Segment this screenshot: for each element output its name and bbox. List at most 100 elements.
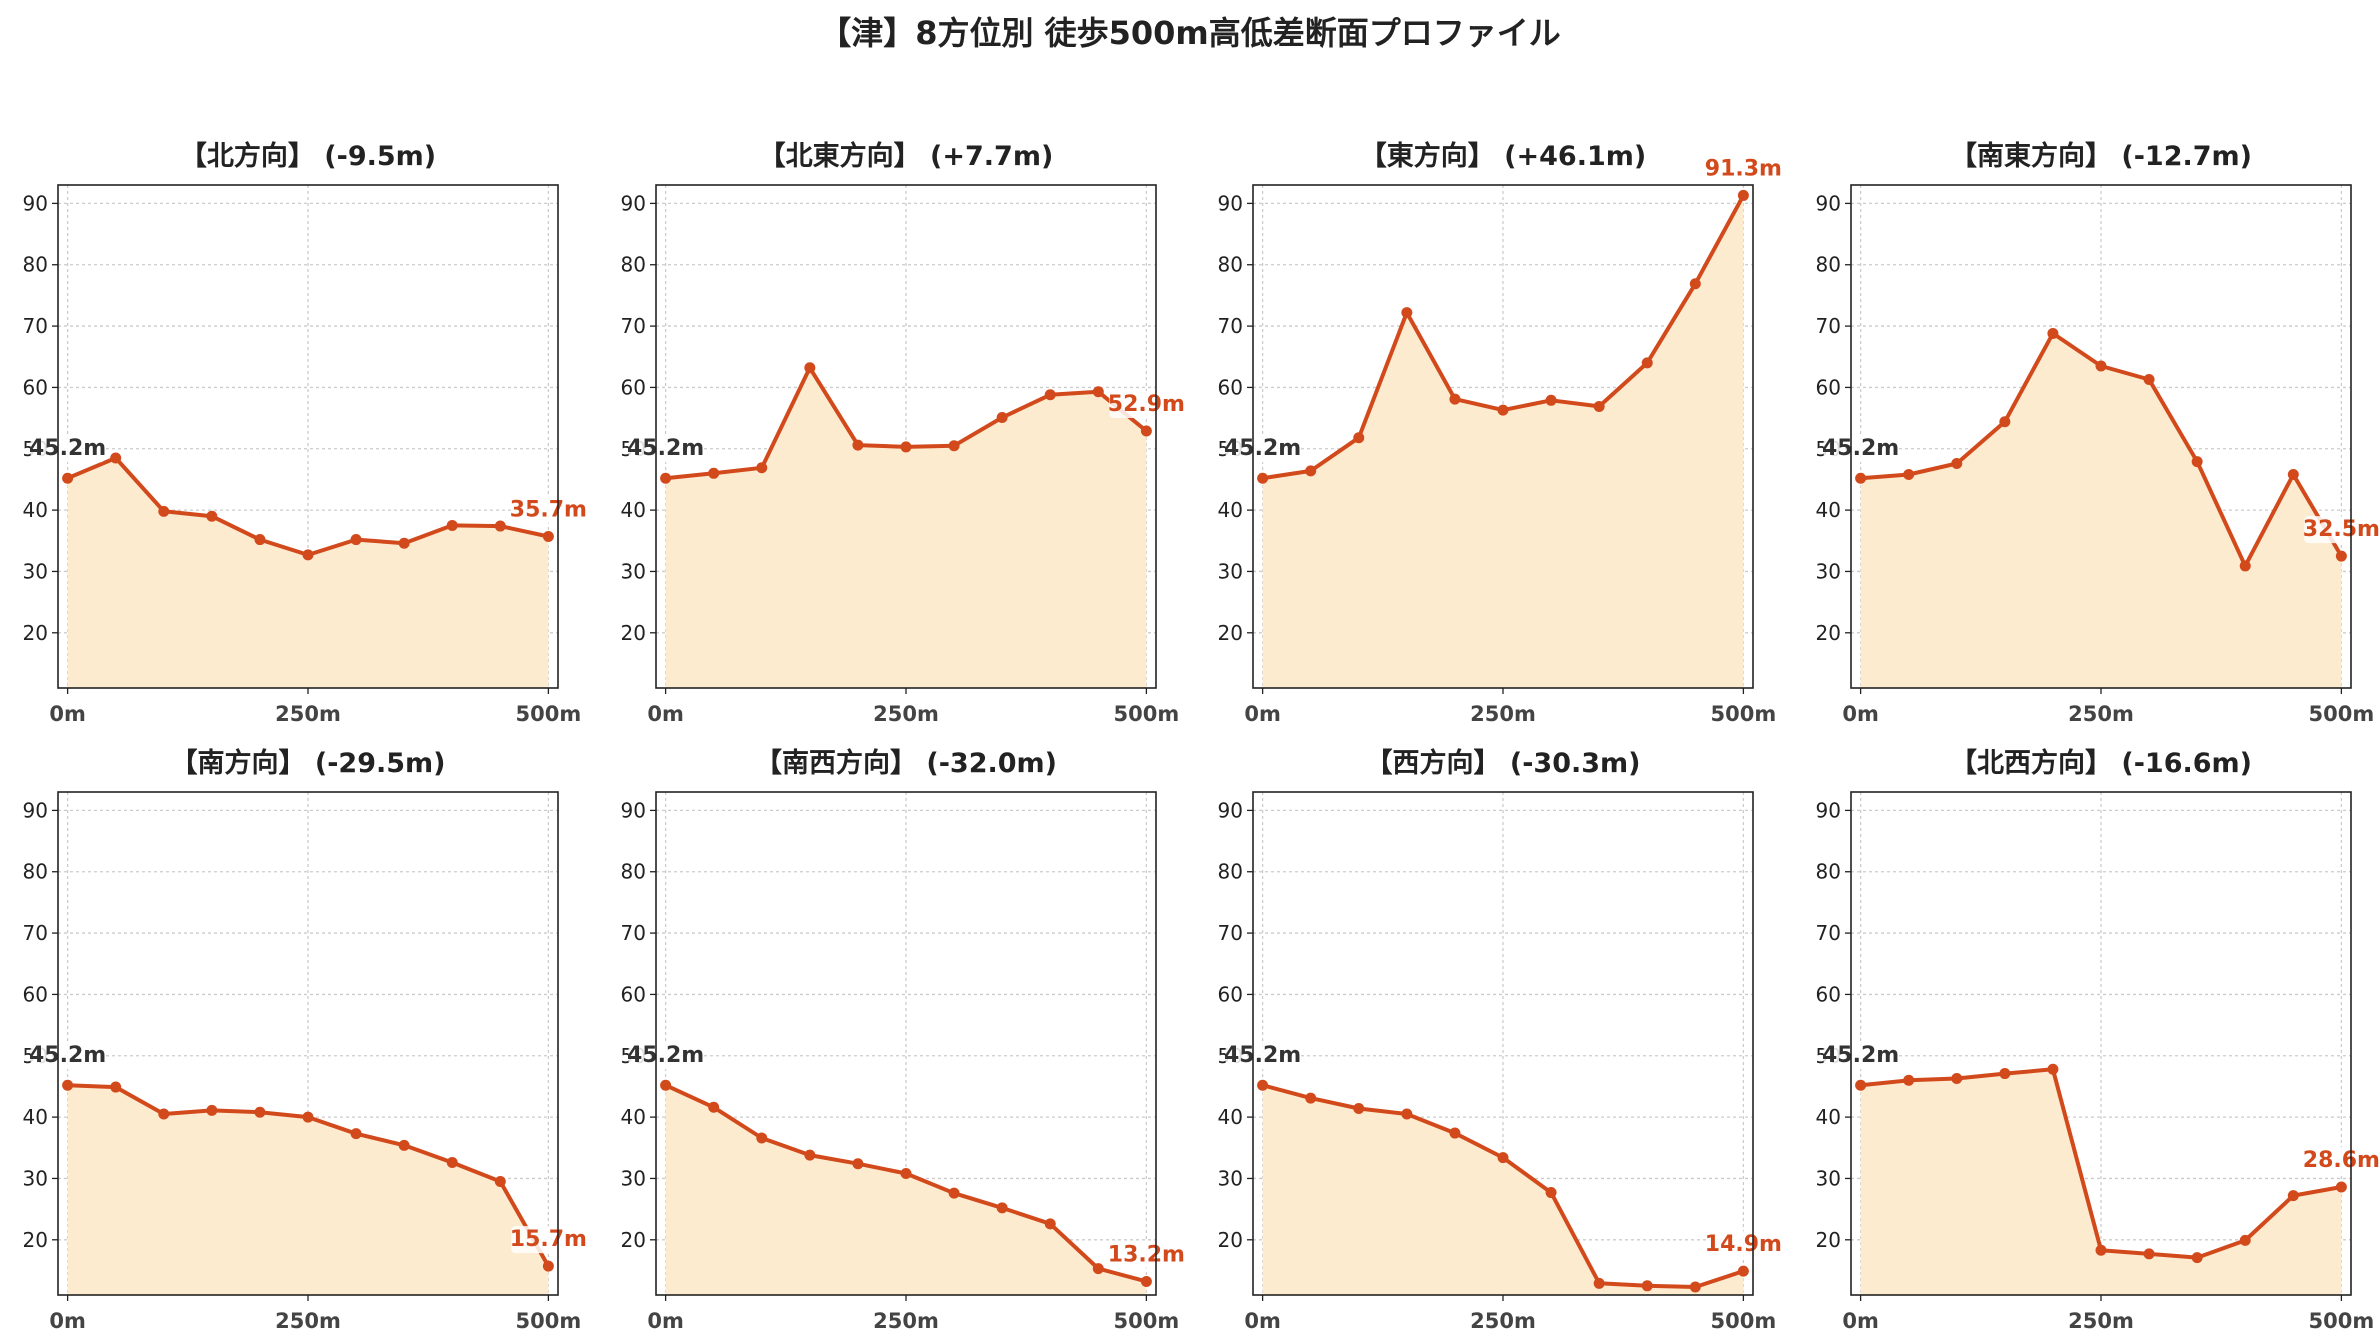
y-tick-label: 20 <box>1218 621 1243 645</box>
y-tick-label: 90 <box>1218 798 1243 822</box>
y-tick-label: 40 <box>1816 498 1841 522</box>
y-tick-label: 70 <box>1218 314 1243 338</box>
start-label: 45.2m <box>1224 436 1301 461</box>
axes-frame <box>1850 791 2352 1296</box>
axes-frame <box>57 184 559 689</box>
data-point <box>62 472 74 484</box>
x-tick-label: 500m <box>516 702 582 726</box>
y-tick-label: 30 <box>621 559 646 583</box>
data-point <box>1140 425 1152 437</box>
data-point <box>804 362 816 374</box>
data-point <box>708 467 720 479</box>
area-fill <box>1860 333 2342 688</box>
panel-6: 【西方向】 (-30.3m)20304050607080900m250m500m… <box>1218 747 1782 1333</box>
x-tick-label: 250m <box>2068 1309 2134 1333</box>
x-tick-label: 0m <box>647 1309 684 1333</box>
end-label-box <box>511 1226 586 1254</box>
panel-title: 【北方向】 (-9.5m) <box>180 140 436 172</box>
data-point <box>1449 393 1461 405</box>
y-tick-label: 60 <box>23 375 48 399</box>
y-tick-label: 90 <box>1816 798 1841 822</box>
data-point <box>1044 389 1056 401</box>
data-point <box>1497 1152 1509 1164</box>
panels: 【北方向】 (-9.5m)20304050607080900m250m500m4… <box>23 140 2380 1333</box>
data-point <box>2335 550 2347 562</box>
data-point <box>852 1158 864 1170</box>
end-label: 15.7m <box>510 1227 587 1252</box>
y-tick-label: 30 <box>1816 559 1841 583</box>
y-tick-label: 90 <box>23 191 48 215</box>
y-tick-label: 30 <box>1218 1166 1243 1190</box>
data-point <box>110 1081 122 1093</box>
data-point <box>1641 1280 1653 1292</box>
y-tick-label: 70 <box>23 314 48 338</box>
x-tick-label: 0m <box>49 1309 86 1333</box>
y-tick-label: 90 <box>1218 191 1243 215</box>
data-point <box>852 439 864 451</box>
panel-title: 【北東方向】 (+7.7m) <box>759 140 1054 172</box>
axes-frame <box>1252 791 1754 1296</box>
x-tick-label: 500m <box>516 1309 582 1333</box>
y-tick-label: 20 <box>621 621 646 645</box>
data-point <box>1737 189 1749 201</box>
start-label-box <box>628 1042 703 1070</box>
axes-frame <box>57 791 559 1296</box>
data-point <box>660 1079 672 1091</box>
panel-0: 【北方向】 (-9.5m)20304050607080900m250m500m4… <box>23 140 587 726</box>
x-tick-label: 0m <box>1842 702 1879 726</box>
end-label-box <box>2304 516 2379 544</box>
y-tick-label: 60 <box>1816 982 1841 1006</box>
start-label: 45.2m <box>627 1043 704 1068</box>
y-tick-label: 60 <box>1816 375 1841 399</box>
x-tick-label: 250m <box>873 702 939 726</box>
y-tick-label: 80 <box>1218 860 1243 884</box>
area-fill <box>665 367 1147 688</box>
data-point <box>62 1079 74 1091</box>
end-label: 14.9m <box>1705 1232 1782 1257</box>
data-point <box>542 1260 554 1272</box>
end-label: 13.2m <box>1108 1243 1185 1268</box>
start-label-box <box>628 435 703 463</box>
y-tick-label: 70 <box>621 314 646 338</box>
data-point <box>1641 357 1653 369</box>
x-tick-label: 250m <box>2068 702 2134 726</box>
y-tick-label: 70 <box>1816 314 1841 338</box>
x-tick-label: 250m <box>1470 702 1536 726</box>
axes-frame <box>655 184 1157 689</box>
start-label-box <box>30 1042 105 1070</box>
y-tick-label: 40 <box>1816 1105 1841 1129</box>
start-label-box <box>1225 1042 1300 1070</box>
y-tick-label: 60 <box>621 982 646 1006</box>
panel-title: 【南西方向】 (-32.0m) <box>755 747 1057 779</box>
x-tick-label: 0m <box>647 702 684 726</box>
data-point <box>2191 456 2203 468</box>
area-fill <box>1262 195 1744 688</box>
data-point <box>1951 457 1963 469</box>
axes-frame <box>1252 184 1754 689</box>
data-point <box>1903 1074 1915 1086</box>
data-point <box>1353 432 1365 444</box>
data-point <box>2143 1248 2155 1260</box>
start-label-box <box>30 435 105 463</box>
data-point <box>1903 469 1915 481</box>
data-point <box>2047 327 2059 339</box>
data-point <box>350 1128 362 1140</box>
data-point <box>2239 560 2251 572</box>
data-point <box>494 1176 506 1188</box>
data-point <box>1999 416 2011 428</box>
start-label-box <box>1225 435 1300 463</box>
start-label: 45.2m <box>1822 1043 1899 1068</box>
y-tick-label: 80 <box>1218 253 1243 277</box>
area-fill <box>67 1085 549 1295</box>
data-point <box>1401 1108 1413 1120</box>
x-tick-label: 0m <box>1244 702 1281 726</box>
data-point <box>1353 1103 1365 1115</box>
data-point <box>1999 1068 2011 1080</box>
data-point <box>900 1168 912 1180</box>
end-label: 32.5m <box>2303 517 2380 542</box>
x-tick-label: 500m <box>2309 1309 2375 1333</box>
y-tick-label: 80 <box>621 253 646 277</box>
data-point <box>1092 386 1104 398</box>
panel-2: 【東方向】 (+46.1m)20304050607080900m250m500m… <box>1218 140 1782 726</box>
